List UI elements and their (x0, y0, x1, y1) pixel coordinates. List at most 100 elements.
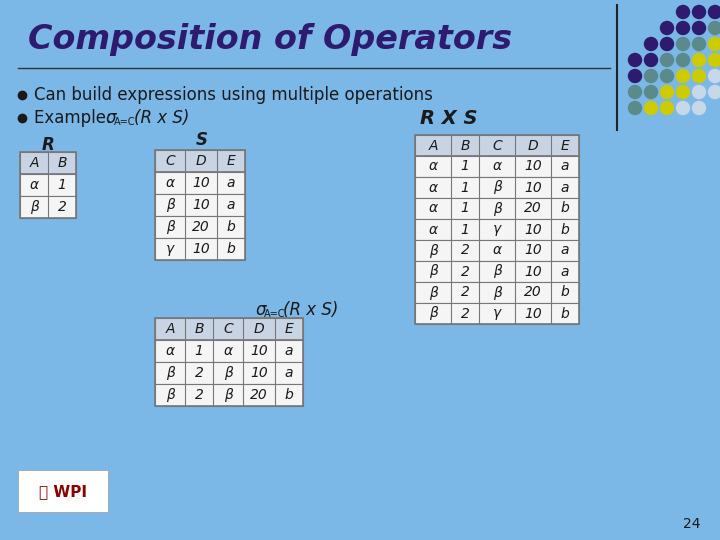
Circle shape (708, 37, 720, 51)
Bar (155, 194, 245, 216)
Bar (415, 135, 579, 156)
Text: a: a (561, 180, 570, 194)
Text: β: β (492, 201, 501, 215)
Circle shape (677, 5, 690, 18)
Bar (20, 196, 76, 218)
Circle shape (644, 85, 657, 98)
Circle shape (708, 70, 720, 83)
Text: 20: 20 (250, 388, 268, 402)
Text: Example:: Example: (34, 109, 117, 127)
Circle shape (677, 70, 690, 83)
Text: A=C: A=C (114, 117, 135, 127)
Circle shape (693, 37, 706, 51)
Text: (R x S): (R x S) (134, 109, 189, 127)
Text: β: β (224, 366, 233, 380)
Text: β: β (166, 388, 174, 402)
Circle shape (677, 22, 690, 35)
Text: β: β (166, 220, 174, 234)
Text: β: β (166, 198, 174, 212)
Text: a: a (227, 198, 235, 212)
Text: α: α (223, 344, 233, 358)
Circle shape (660, 22, 673, 35)
Text: 1: 1 (461, 222, 469, 237)
Text: 10: 10 (192, 176, 210, 190)
Text: 1: 1 (194, 344, 204, 358)
Text: γ: γ (493, 222, 501, 237)
Circle shape (644, 102, 657, 114)
Text: 2: 2 (461, 307, 469, 321)
Text: 10: 10 (250, 344, 268, 358)
Bar (155, 172, 245, 194)
Text: β: β (428, 265, 438, 279)
Text: β: β (224, 388, 233, 402)
Text: 2: 2 (461, 265, 469, 279)
Bar (415, 198, 579, 219)
Bar (415, 240, 579, 261)
Text: β: β (428, 286, 438, 300)
Text: Can build expressions using multiple operations: Can build expressions using multiple ope… (34, 86, 433, 104)
Circle shape (629, 53, 642, 66)
Text: 2: 2 (194, 366, 204, 380)
Text: A: A (428, 138, 438, 152)
Text: α: α (428, 180, 438, 194)
Text: a: a (561, 159, 570, 173)
Bar (155, 362, 303, 384)
Text: 10: 10 (524, 222, 542, 237)
Bar (155, 150, 245, 172)
Bar (155, 318, 303, 340)
Text: B: B (460, 138, 469, 152)
Bar (415, 135, 579, 324)
Bar (155, 318, 303, 406)
Bar (415, 261, 579, 282)
Text: D: D (196, 154, 207, 168)
Circle shape (708, 5, 720, 18)
Text: A: A (30, 156, 39, 170)
Circle shape (660, 102, 673, 114)
Text: C: C (223, 322, 233, 336)
Circle shape (660, 70, 673, 83)
Circle shape (677, 53, 690, 66)
Text: R: R (42, 136, 55, 154)
Text: D: D (253, 322, 264, 336)
Circle shape (677, 37, 690, 51)
Text: 10: 10 (250, 366, 268, 380)
Text: a: a (284, 366, 293, 380)
Text: 24: 24 (683, 517, 700, 531)
Circle shape (629, 85, 642, 98)
Text: 1: 1 (461, 201, 469, 215)
Circle shape (708, 22, 720, 35)
Circle shape (677, 102, 690, 114)
Text: Composition of Operators: Composition of Operators (28, 24, 512, 57)
Text: Ⓟ WPI: Ⓟ WPI (39, 484, 87, 500)
Text: α: α (166, 176, 174, 190)
Text: b: b (561, 286, 570, 300)
Text: 2: 2 (58, 200, 66, 214)
Circle shape (660, 53, 673, 66)
Circle shape (677, 85, 690, 98)
Text: 10: 10 (524, 307, 542, 321)
Text: β: β (428, 307, 438, 321)
Text: a: a (561, 265, 570, 279)
Circle shape (693, 102, 706, 114)
Text: 10: 10 (524, 265, 542, 279)
Text: α: α (428, 201, 438, 215)
Text: C: C (492, 138, 502, 152)
Circle shape (693, 85, 706, 98)
Text: β: β (30, 200, 38, 214)
Bar (155, 150, 245, 260)
Text: 2: 2 (461, 286, 469, 300)
Text: β: β (428, 244, 438, 258)
Bar (155, 216, 245, 238)
Text: S: S (196, 131, 208, 149)
Circle shape (644, 70, 657, 83)
Circle shape (644, 37, 657, 51)
Text: α: α (30, 178, 39, 192)
Bar (155, 238, 245, 260)
Circle shape (629, 70, 642, 83)
Bar (20, 174, 76, 196)
Text: 1: 1 (461, 159, 469, 173)
Text: 10: 10 (524, 159, 542, 173)
Text: b: b (284, 388, 293, 402)
Text: β: β (166, 366, 174, 380)
Bar (155, 384, 303, 406)
